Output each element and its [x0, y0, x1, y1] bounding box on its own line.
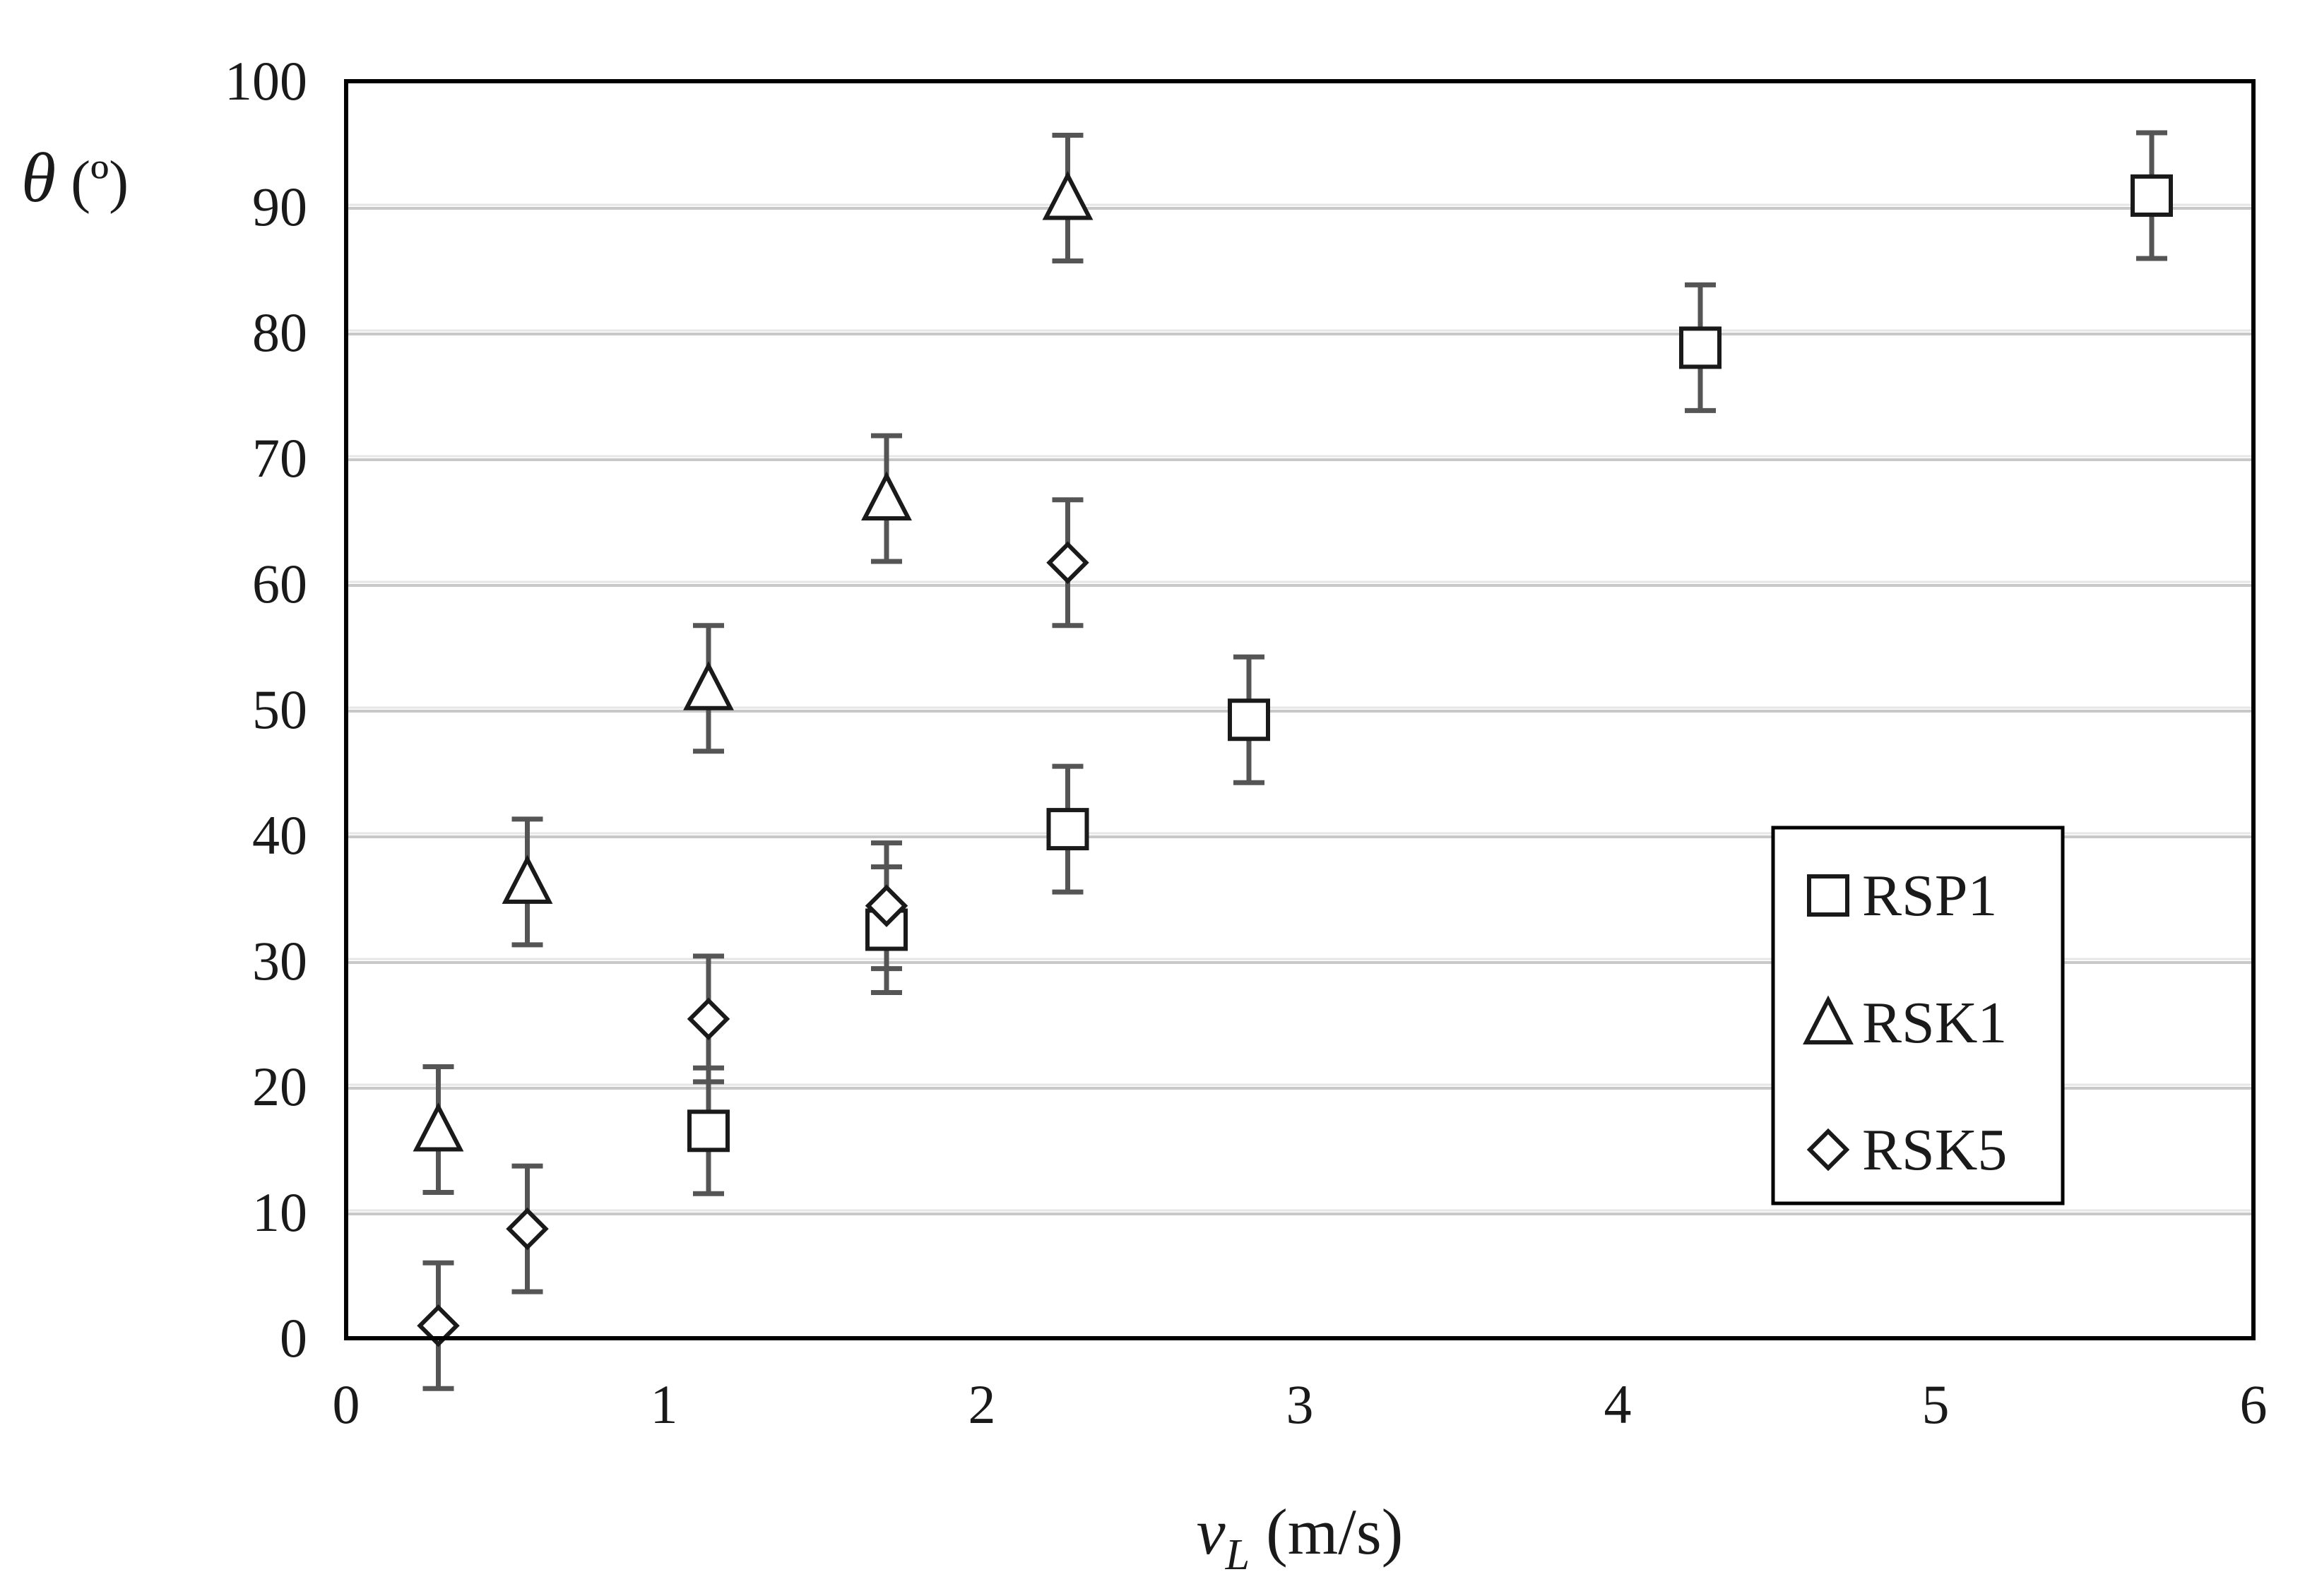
legend-marker-rsk5: [1806, 1128, 1850, 1172]
y-tick-label: 30: [252, 930, 307, 991]
marker-rsp1: [1679, 326, 1722, 369]
x-tick-label: 5: [1922, 1374, 1950, 1435]
y-axis-symbol: θ: [21, 138, 56, 217]
y-tick-label: 60: [252, 553, 307, 614]
legend-label: RSP1: [1862, 863, 1997, 929]
marker-rsp1: [1046, 808, 1089, 851]
data-markers: [413, 171, 2173, 1347]
x-tick-label: 3: [1286, 1374, 1314, 1435]
x-axis-unit: (m/s): [1250, 1496, 1403, 1568]
y-tick-label: 40: [252, 804, 307, 866]
y-tick-labels: 0 10 20 30 40 50 60 70 80 90 100: [225, 50, 307, 1369]
gridlines: [346, 203, 2253, 1215]
y-axis-unit: (º): [56, 149, 129, 215]
x-axis-subscript: L: [1225, 1531, 1250, 1579]
marker-rsk5: [687, 997, 730, 1041]
x-tick-label: 6: [2240, 1374, 2268, 1435]
marker-rsp1: [2131, 174, 2173, 217]
marker-rsk1: [1042, 171, 1094, 220]
marker-rsp1: [1228, 698, 1270, 742]
x-axis-symbol: v: [1197, 1496, 1226, 1568]
marker-rsp1: [687, 1109, 730, 1153]
marker-rsk5: [1046, 541, 1089, 584]
legend-label: RSK5: [1862, 1117, 2007, 1183]
x-tick-label: 2: [968, 1374, 996, 1435]
y-tick-label: 0: [280, 1307, 307, 1369]
y-axis-title: θ (º): [21, 138, 129, 217]
x-tick-label: 0: [333, 1374, 360, 1435]
y-tick-label: 80: [252, 302, 307, 363]
y-tick-label: 20: [252, 1056, 307, 1117]
marker-rsk1: [683, 661, 734, 710]
legend-marker-rsk1: [1803, 995, 1854, 1044]
marker-rsk5: [865, 884, 908, 927]
marker-rsk1: [413, 1102, 464, 1152]
marker-rsk5: [417, 1304, 460, 1347]
y-tick-label: 70: [252, 427, 307, 489]
x-tick-label: 1: [651, 1374, 678, 1435]
legend-label: RSK1: [1862, 990, 2007, 1056]
x-axis-title: vL (m/s): [1197, 1496, 1404, 1579]
y-tick-label: 10: [252, 1181, 307, 1243]
y-tick-label: 100: [225, 50, 307, 112]
y-tick-label: 50: [252, 679, 307, 740]
marker-rsk5: [506, 1207, 549, 1251]
legend-marker-rsp1: [1807, 874, 1849, 917]
x-tick-labels: 0 1 2 3 4 5 6: [333, 1374, 2268, 1435]
x-tick-label: 4: [1604, 1374, 1632, 1435]
y-tick-label: 90: [252, 176, 307, 237]
legend: RSP1 RSK1 RSK5: [1771, 826, 2065, 1205]
marker-rsk1: [861, 471, 912, 520]
plot-frame: [344, 79, 2256, 1340]
marker-rsk1: [502, 854, 553, 904]
